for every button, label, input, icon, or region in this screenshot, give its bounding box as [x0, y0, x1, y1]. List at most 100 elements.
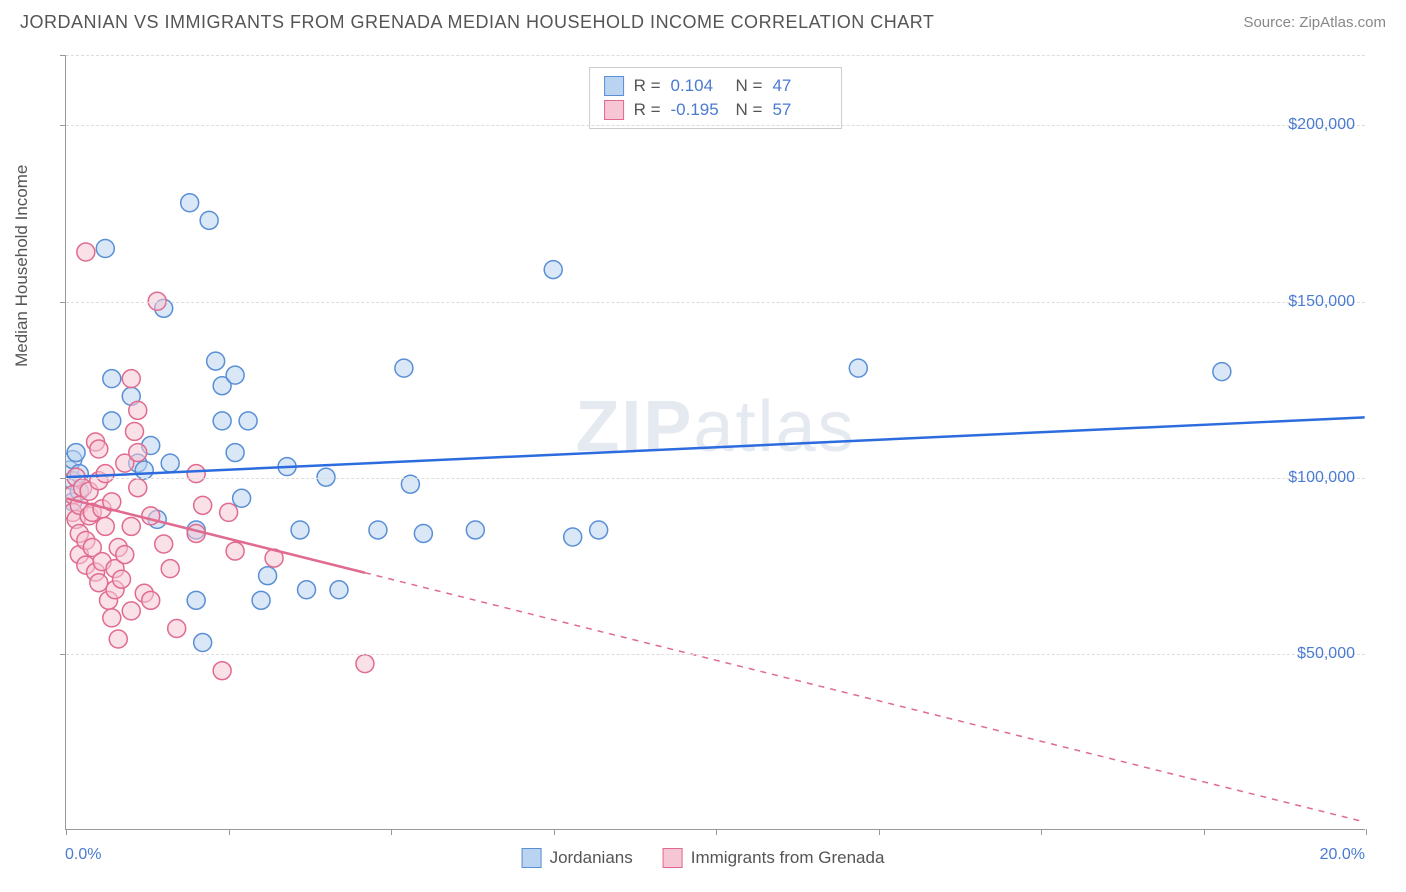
data-point — [213, 662, 231, 680]
data-point — [109, 539, 127, 557]
stats-row: R = -0.195 N = 57 — [604, 98, 828, 122]
stats-box: R = 0.104 N = 47 R = -0.195 N = 57 — [589, 67, 843, 129]
data-point — [226, 366, 244, 384]
data-point — [330, 581, 348, 599]
data-point — [187, 521, 205, 539]
data-point — [103, 493, 121, 511]
source-label: Source: ZipAtlas.com — [1243, 14, 1386, 31]
x-axis-max-label: 20.0% — [1320, 846, 1365, 864]
data-point — [83, 539, 101, 557]
data-point — [93, 553, 111, 571]
data-point — [1213, 363, 1231, 381]
data-point — [129, 444, 147, 462]
data-point — [90, 440, 108, 458]
data-point — [122, 602, 140, 620]
r-label: R = — [634, 76, 661, 96]
data-point — [187, 465, 205, 483]
grid-line — [66, 125, 1365, 126]
data-point — [142, 507, 160, 525]
data-point — [126, 422, 144, 440]
data-point — [220, 503, 238, 521]
swatch-icon — [663, 848, 683, 868]
chart-container: Median Household Income ZIPatlas R = 0.1… — [20, 45, 1386, 870]
y-axis-title: Median Household Income — [12, 164, 32, 366]
data-point — [129, 401, 147, 419]
legend-item: Immigrants from Grenada — [663, 848, 885, 868]
grid-line — [66, 302, 1365, 303]
grid-line — [66, 478, 1365, 479]
data-point — [122, 370, 140, 388]
n-label: N = — [736, 100, 763, 120]
data-point — [265, 549, 283, 567]
data-point — [106, 581, 124, 599]
data-point — [187, 524, 205, 542]
data-point — [66, 472, 82, 490]
y-tick-label: $50,000 — [1297, 645, 1355, 663]
data-point — [168, 619, 186, 637]
trend-line-extrapolated — [365, 573, 1365, 822]
scatter-svg — [66, 55, 1365, 829]
data-point — [213, 377, 231, 395]
data-point — [148, 510, 166, 528]
x-axis-min-label: 0.0% — [65, 846, 101, 864]
data-point — [395, 359, 413, 377]
data-point — [161, 454, 179, 472]
y-tick-label: $150,000 — [1288, 293, 1355, 311]
data-point — [226, 542, 244, 560]
x-tick — [879, 829, 880, 835]
y-tick — [60, 478, 66, 479]
x-tick — [229, 829, 230, 835]
data-point — [66, 503, 82, 521]
r-value: -0.195 — [671, 100, 726, 120]
data-point — [187, 591, 205, 609]
data-point — [194, 634, 212, 652]
trend-line — [66, 498, 365, 572]
chart-title: JORDANIAN VS IMMIGRANTS FROM GRENADA MED… — [20, 12, 934, 33]
data-point — [291, 521, 309, 539]
data-point — [66, 461, 79, 479]
data-point — [93, 500, 111, 518]
legend-item: Jordanians — [522, 848, 633, 868]
x-tick — [1041, 829, 1042, 835]
data-point — [226, 444, 244, 462]
data-point — [116, 454, 134, 472]
data-point — [96, 240, 114, 258]
data-point — [116, 546, 134, 564]
grid-line — [66, 654, 1365, 655]
watermark: ZIPatlas — [575, 386, 855, 468]
y-tick — [60, 654, 66, 655]
y-tick — [60, 55, 66, 56]
data-point — [564, 528, 582, 546]
data-point — [207, 352, 225, 370]
n-value: 57 — [772, 100, 827, 120]
data-point — [90, 574, 108, 592]
grid-line — [66, 55, 1365, 56]
data-point — [278, 458, 296, 476]
x-tick — [554, 829, 555, 835]
r-value: 0.104 — [671, 76, 726, 96]
data-point — [70, 465, 88, 483]
x-tick — [1204, 829, 1205, 835]
y-tick — [60, 302, 66, 303]
data-point — [66, 493, 82, 511]
data-point — [70, 496, 88, 514]
data-point — [83, 503, 101, 521]
data-point — [129, 454, 147, 472]
header: JORDANIAN VS IMMIGRANTS FROM GRENADA MED… — [0, 0, 1406, 41]
data-point — [96, 517, 114, 535]
data-point — [252, 591, 270, 609]
y-tick-label: $200,000 — [1288, 116, 1355, 134]
x-tick — [66, 829, 67, 835]
data-point — [109, 630, 127, 648]
plot-area: ZIPatlas R = 0.104 N = 47 R = -0.195 N =… — [65, 55, 1365, 830]
data-point — [74, 479, 92, 497]
data-point — [87, 563, 105, 581]
data-point — [122, 387, 140, 405]
swatch-icon — [604, 76, 624, 96]
data-point — [369, 521, 387, 539]
data-point — [142, 437, 160, 455]
data-point — [356, 655, 374, 673]
data-point — [106, 560, 124, 578]
data-point — [103, 370, 121, 388]
data-point — [77, 532, 95, 550]
